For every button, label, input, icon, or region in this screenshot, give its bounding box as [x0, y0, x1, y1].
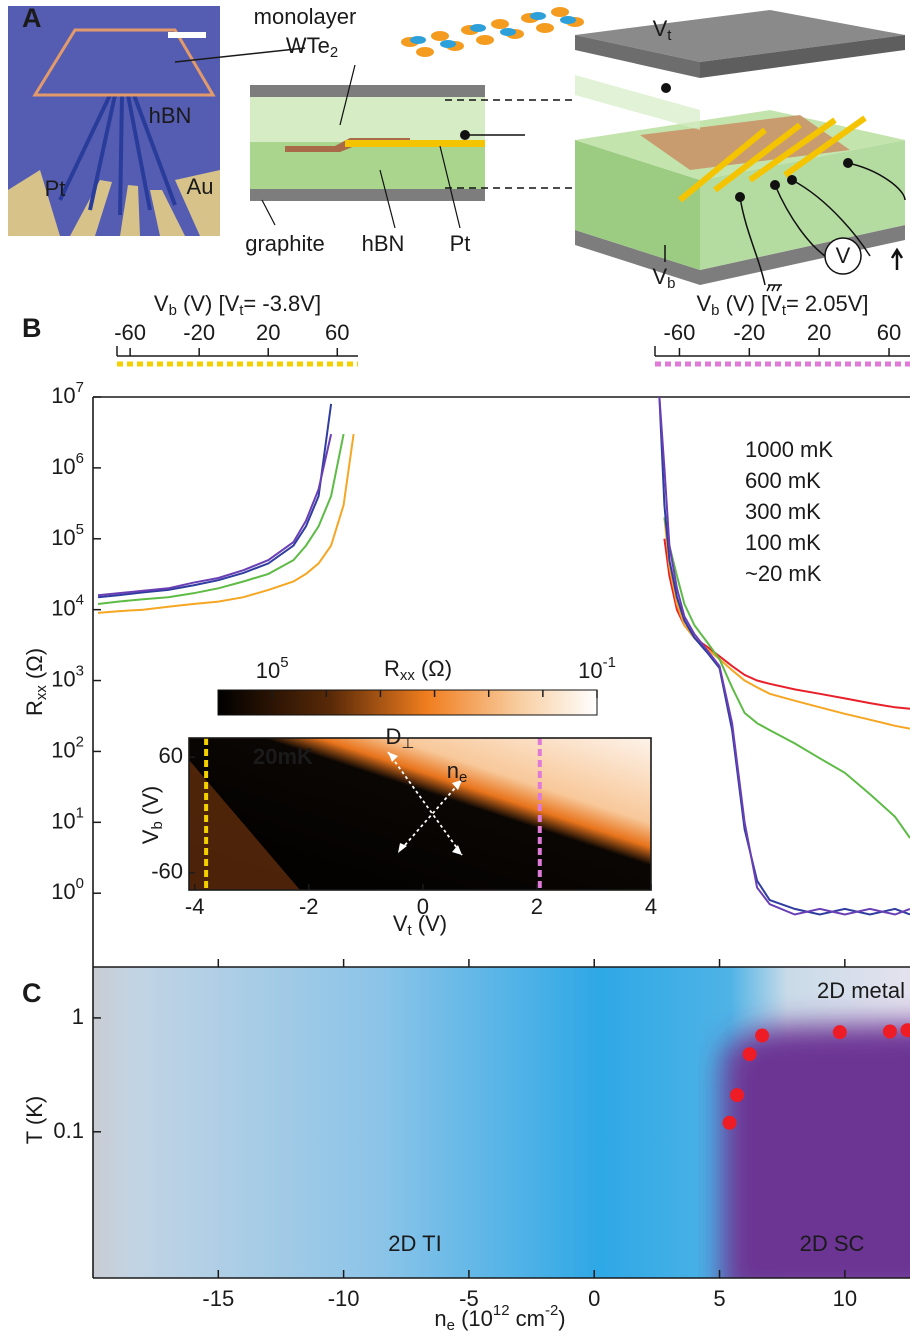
y-tick-label: 101​: [51, 804, 84, 833]
transition-point: [730, 1088, 745, 1103]
colorbar-tick-label: 10-1​: [578, 654, 616, 683]
colorbar-tick-label: 105​: [256, 654, 289, 683]
device-3d: [575, 10, 906, 292]
x-tick-label: 2: [531, 894, 543, 919]
top-axis-title: Vb (V) [Vt= -3.8V]: [154, 291, 321, 319]
top-tick-label: 60: [877, 320, 901, 345]
y-tick-label: 1: [72, 1004, 84, 1029]
x-axis-title: Vt (V): [393, 911, 447, 939]
legend-entry: 1000 mK: [745, 437, 833, 462]
diagram-label: graphite: [245, 231, 325, 256]
top-tick-label: 20: [807, 320, 831, 345]
y-tick-label: 102​: [51, 733, 84, 762]
diagram-label: Vt​: [653, 16, 673, 44]
leader: [174, 47, 306, 63]
annotation: D⊥​: [386, 724, 415, 752]
diagram-label: Pt: [450, 231, 471, 256]
y-tick-label: 103​: [51, 663, 84, 692]
panel-label: A: [22, 3, 42, 33]
legend-entry: 600 mK: [745, 468, 821, 493]
x-tick-label: 0: [417, 894, 429, 919]
phase-background: [93, 967, 910, 1278]
region-label: 2D TI: [388, 1231, 441, 1256]
top-axis-title: Vb (V) [Vt= 2.05V]: [696, 291, 868, 319]
inset-arrows: [387, 751, 463, 856]
annotation: ne​: [447, 758, 468, 786]
diagram-label: hBN: [362, 231, 405, 256]
x-tick-label: -15: [202, 1286, 234, 1311]
y-tick-label: 60: [159, 743, 183, 768]
legend-entry: 100 mK: [745, 530, 821, 555]
x-tick-label: 10: [833, 1286, 857, 1311]
x-tick-label: -2: [299, 894, 319, 919]
transition-point: [900, 1023, 910, 1038]
y-axis-title: Vb (V): [138, 786, 166, 844]
y-tick-label: 105​: [51, 521, 84, 550]
panel-a-labels: monolayer WTe2​ hBN Pt Au graphite hBN Pt Vt​ Vb​…: [45, 4, 851, 292]
legend-entry: 300 mK: [745, 499, 821, 524]
curve: [97, 433, 910, 839]
transition-point: [832, 1025, 847, 1040]
plot-lines: [97, 397, 910, 916]
x-tick-label: -5: [459, 1286, 479, 1311]
curve: [97, 433, 910, 730]
points: [722, 1023, 910, 1130]
y-tick-label: 0.1: [53, 1118, 84, 1143]
x-tick-label: -4: [185, 894, 205, 919]
y-tick-label: -60: [151, 858, 183, 883]
inset-title: 20mK: [253, 744, 313, 769]
transition-point: [882, 1024, 897, 1039]
x-axis-title: ne (1012 cm-2): [434, 1302, 565, 1334]
diagram-label: Vb​: [652, 264, 675, 292]
region-label: 2D SC: [800, 1231, 865, 1256]
micrograph: [8, 6, 220, 236]
y-tick-label: 107​: [51, 379, 84, 408]
transition-point: [722, 1115, 737, 1130]
top-tick-label: 60: [325, 320, 349, 345]
top-tick-label: -20: [183, 320, 215, 345]
x-tick-label: -10: [328, 1286, 360, 1311]
legend-entry: ~20 mK: [745, 561, 822, 586]
diagram-label: hBN: [149, 103, 192, 128]
top-tick-label: -60: [664, 320, 696, 345]
x-tick-label: 0: [588, 1286, 600, 1311]
colorbar: [217, 689, 598, 716]
y-tick-label: 104​: [51, 592, 84, 621]
transition-point: [755, 1028, 770, 1043]
region-label: 2D metal: [817, 978, 905, 1003]
top-tick-label: -60: [114, 320, 146, 345]
diagram-label: Au: [187, 174, 214, 199]
diagram-label: WTe2​: [286, 33, 338, 61]
heatmap-image: [189, 738, 651, 890]
panel-label: B: [22, 313, 42, 343]
x-tick-label: 4: [645, 894, 657, 919]
diagram-label: monolayer: [254, 4, 357, 29]
inset-frame: [188, 737, 652, 891]
arrow-heads: [388, 752, 462, 855]
y-axis-title: T (K): [22, 1096, 47, 1144]
molecule: [401, 7, 584, 57]
y-tick-label: 100​: [51, 875, 84, 904]
top-tick-label: 20: [256, 320, 280, 345]
transition-point: [742, 1047, 757, 1062]
y-tick-label: 106​: [51, 450, 84, 479]
curve: [97, 397, 910, 916]
colorbar-title: Rxx (Ω): [384, 656, 452, 684]
panel-label: C: [22, 978, 42, 1008]
diagram-label: Pt: [45, 176, 66, 201]
x-tick-label: 5: [713, 1286, 725, 1311]
cross-section: [250, 64, 525, 229]
y-axis-title: Rxx (Ω): [22, 648, 50, 716]
diagram-label: V: [836, 243, 851, 268]
top-tick-label: -20: [733, 320, 765, 345]
